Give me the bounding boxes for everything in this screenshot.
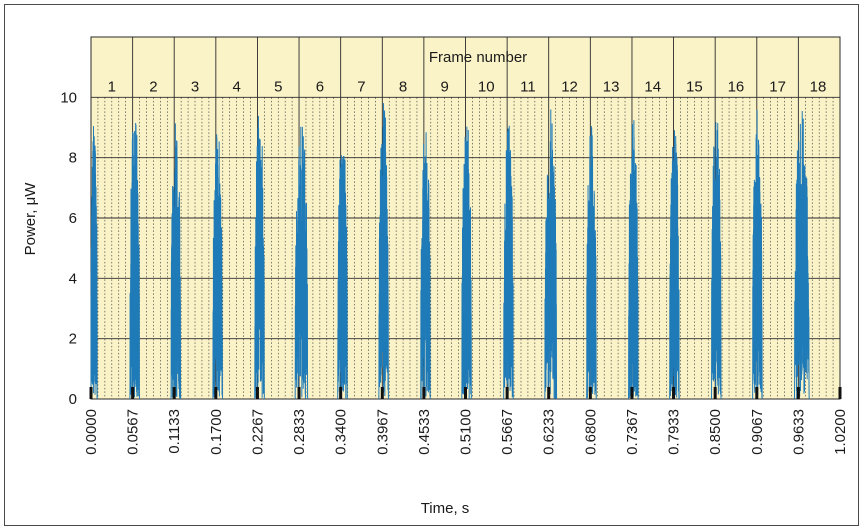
frame-number-label: 12 bbox=[561, 78, 578, 95]
frame-number-label: 4 bbox=[232, 78, 240, 95]
frame-boundary-marker bbox=[89, 387, 93, 399]
y-tick-label: 10 bbox=[60, 89, 77, 106]
x-tick-label: 0.7933 bbox=[666, 409, 683, 455]
x-tick-label: 0.4533 bbox=[416, 409, 433, 455]
frame-number-label: 1 bbox=[108, 78, 116, 95]
power-burst-trace bbox=[170, 123, 182, 400]
frame-boundary-marker bbox=[422, 387, 426, 399]
x-tick-label: 0.3400 bbox=[333, 409, 350, 455]
power-burst-trace bbox=[378, 103, 389, 400]
x-tick-label: 0.0000 bbox=[83, 409, 100, 455]
frame-number-label: 6 bbox=[316, 78, 324, 95]
power-burst-trace bbox=[544, 109, 558, 400]
frame-number-label: 18 bbox=[810, 78, 827, 95]
y-axis-title: Power, μW bbox=[22, 182, 39, 256]
x-axis-title: Time, s bbox=[421, 500, 470, 517]
frame-number-label: 8 bbox=[399, 78, 407, 95]
frame-boundary-marker bbox=[588, 387, 592, 399]
frame-boundary-marker bbox=[380, 387, 384, 399]
frame-boundary-marker bbox=[838, 387, 842, 399]
power-burst-trace bbox=[254, 115, 265, 400]
power-burst-trace bbox=[212, 134, 223, 400]
frame-boundary-marker bbox=[630, 387, 634, 399]
frame-boundary-marker bbox=[672, 387, 676, 399]
power-burst-trace bbox=[711, 122, 722, 400]
x-tick-labels: 0.0000 0.0567 0.1133 0.1700 0.2267 0.2833 0.34… bbox=[83, 409, 849, 455]
frame-number-label: 9 bbox=[441, 78, 449, 95]
frame-number-title: Frame number bbox=[429, 49, 527, 66]
x-tick-label: 1.0200 bbox=[832, 409, 849, 455]
frame-boundary-marker bbox=[339, 387, 343, 399]
frame-markers bbox=[89, 387, 842, 399]
x-tick-label: 0.0567 bbox=[125, 409, 142, 455]
x-tick-label: 0.8500 bbox=[707, 409, 724, 455]
frame-boundary-marker bbox=[796, 387, 800, 399]
x-tick-label: 0.6233 bbox=[541, 409, 558, 455]
frame-number-label: 13 bbox=[603, 78, 620, 95]
power-burst-trace bbox=[752, 109, 763, 400]
power-burst-trace bbox=[337, 155, 348, 400]
x-tick-label: 0.6800 bbox=[582, 409, 599, 455]
y-tick-label: 2 bbox=[69, 331, 77, 348]
x-tick-label: 0.2833 bbox=[291, 409, 308, 455]
power-burst-trace bbox=[793, 110, 810, 400]
y-tick-label: 6 bbox=[69, 210, 77, 227]
frame-number-label: 11 bbox=[520, 78, 536, 95]
frame-boundary-marker bbox=[755, 387, 759, 399]
power-burst-trace bbox=[90, 126, 98, 400]
y-tick-label: 8 bbox=[69, 150, 77, 167]
frame-number-label: 17 bbox=[769, 78, 786, 95]
x-tick-label: 0.2267 bbox=[249, 409, 266, 455]
power-burst-trace bbox=[420, 132, 431, 400]
chart-figure: 0 2 4 6 8 10 0.0000 0.0567 0.1133 0.1700 0.2267 0.… bbox=[4, 4, 859, 526]
frame-number-label: 15 bbox=[686, 78, 703, 95]
frame-boundary-marker bbox=[713, 387, 717, 399]
x-tick-label: 0.9633 bbox=[790, 409, 807, 455]
x-tick-label: 0.7367 bbox=[624, 409, 641, 455]
frame-number-label: 14 bbox=[644, 78, 661, 95]
frame-boundary-marker bbox=[505, 387, 509, 399]
x-tick-label: 0.5667 bbox=[499, 409, 516, 455]
power-burst-trace bbox=[503, 125, 514, 400]
frame-number-label: 2 bbox=[149, 78, 157, 95]
frame-number-label: 16 bbox=[728, 78, 745, 95]
x-tick-label: 0.1133 bbox=[166, 409, 183, 454]
power-burst-trace bbox=[129, 123, 140, 400]
frame-boundary-marker bbox=[464, 387, 467, 399]
frame-boundary-marker bbox=[214, 387, 218, 399]
frame-number-label: 3 bbox=[191, 78, 199, 95]
frame-number-label: 5 bbox=[274, 78, 282, 95]
frame-boundary-marker bbox=[297, 387, 301, 399]
x-tick-label: 0.1700 bbox=[208, 409, 225, 455]
frame-number-label: 10 bbox=[478, 78, 495, 95]
x-tick-label: 0.5100 bbox=[458, 409, 475, 455]
frame-number-label: 7 bbox=[357, 78, 365, 95]
y-tick-label: 4 bbox=[69, 270, 77, 287]
x-tick-label: 0.3967 bbox=[374, 409, 391, 455]
frame-boundary-marker bbox=[172, 387, 176, 399]
power-burst-trace bbox=[294, 126, 309, 400]
frame-number-labels: 1 2 3 4 5 6 7 8 9 10 11 12 13 14 15 16 17 18 bbox=[108, 78, 827, 95]
frame-boundary-marker bbox=[255, 387, 259, 399]
y-tick-labels: 0 2 4 6 8 10 bbox=[60, 89, 77, 408]
power-burst-trace bbox=[461, 126, 472, 400]
frame-boundary-marker bbox=[131, 387, 135, 399]
y-tick-label: 0 bbox=[69, 391, 77, 408]
x-tick-label: 0.9067 bbox=[749, 409, 766, 455]
frame-boundary-marker bbox=[547, 387, 551, 399]
power-burst-trace bbox=[586, 126, 597, 400]
